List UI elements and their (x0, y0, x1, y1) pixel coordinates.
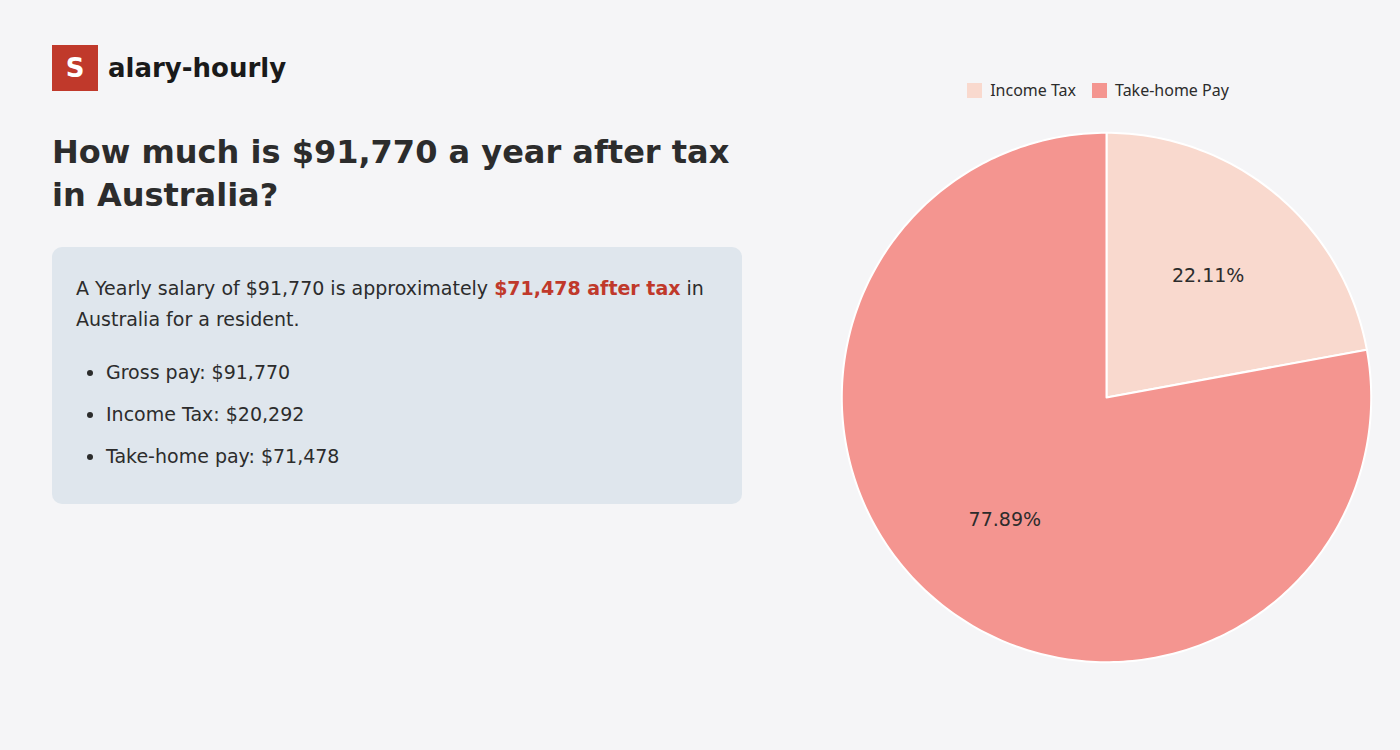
html-text:Gross pay: $91,770: Gross pay: $91,770 (106, 361, 291, 384)
html-text:How much is $91,770 a year aft: How much is $91,770 a year after tax in … (52, 133, 730, 215)
html-text:A Yearly salary of $91,770 is: A Yearly salary of $91,770 is approximat… (76, 277, 704, 300)
html-text:Income Tax: $20,292: Income Tax: $20,292 (106, 403, 305, 425)
html-text:S: S (65, 53, 85, 83)
html-text:Income Tax: Income Tax (990, 79, 1076, 101)
html-text:Australia for a resident.: Australia for a resident. (76, 307, 300, 330)
svg-text:77.89%: 77.89% (969, 507, 1041, 529)
html-text:alary-hourly: alary-hourly (108, 53, 287, 83)
html-text:Take-home Pay: Take-home Pay (1115, 79, 1229, 101)
html-text:Take-home pay: $71,478: Take-home pay: $71,478 (106, 444, 340, 467)
svg-text:22.11%: 22.11% (1172, 263, 1244, 285)
